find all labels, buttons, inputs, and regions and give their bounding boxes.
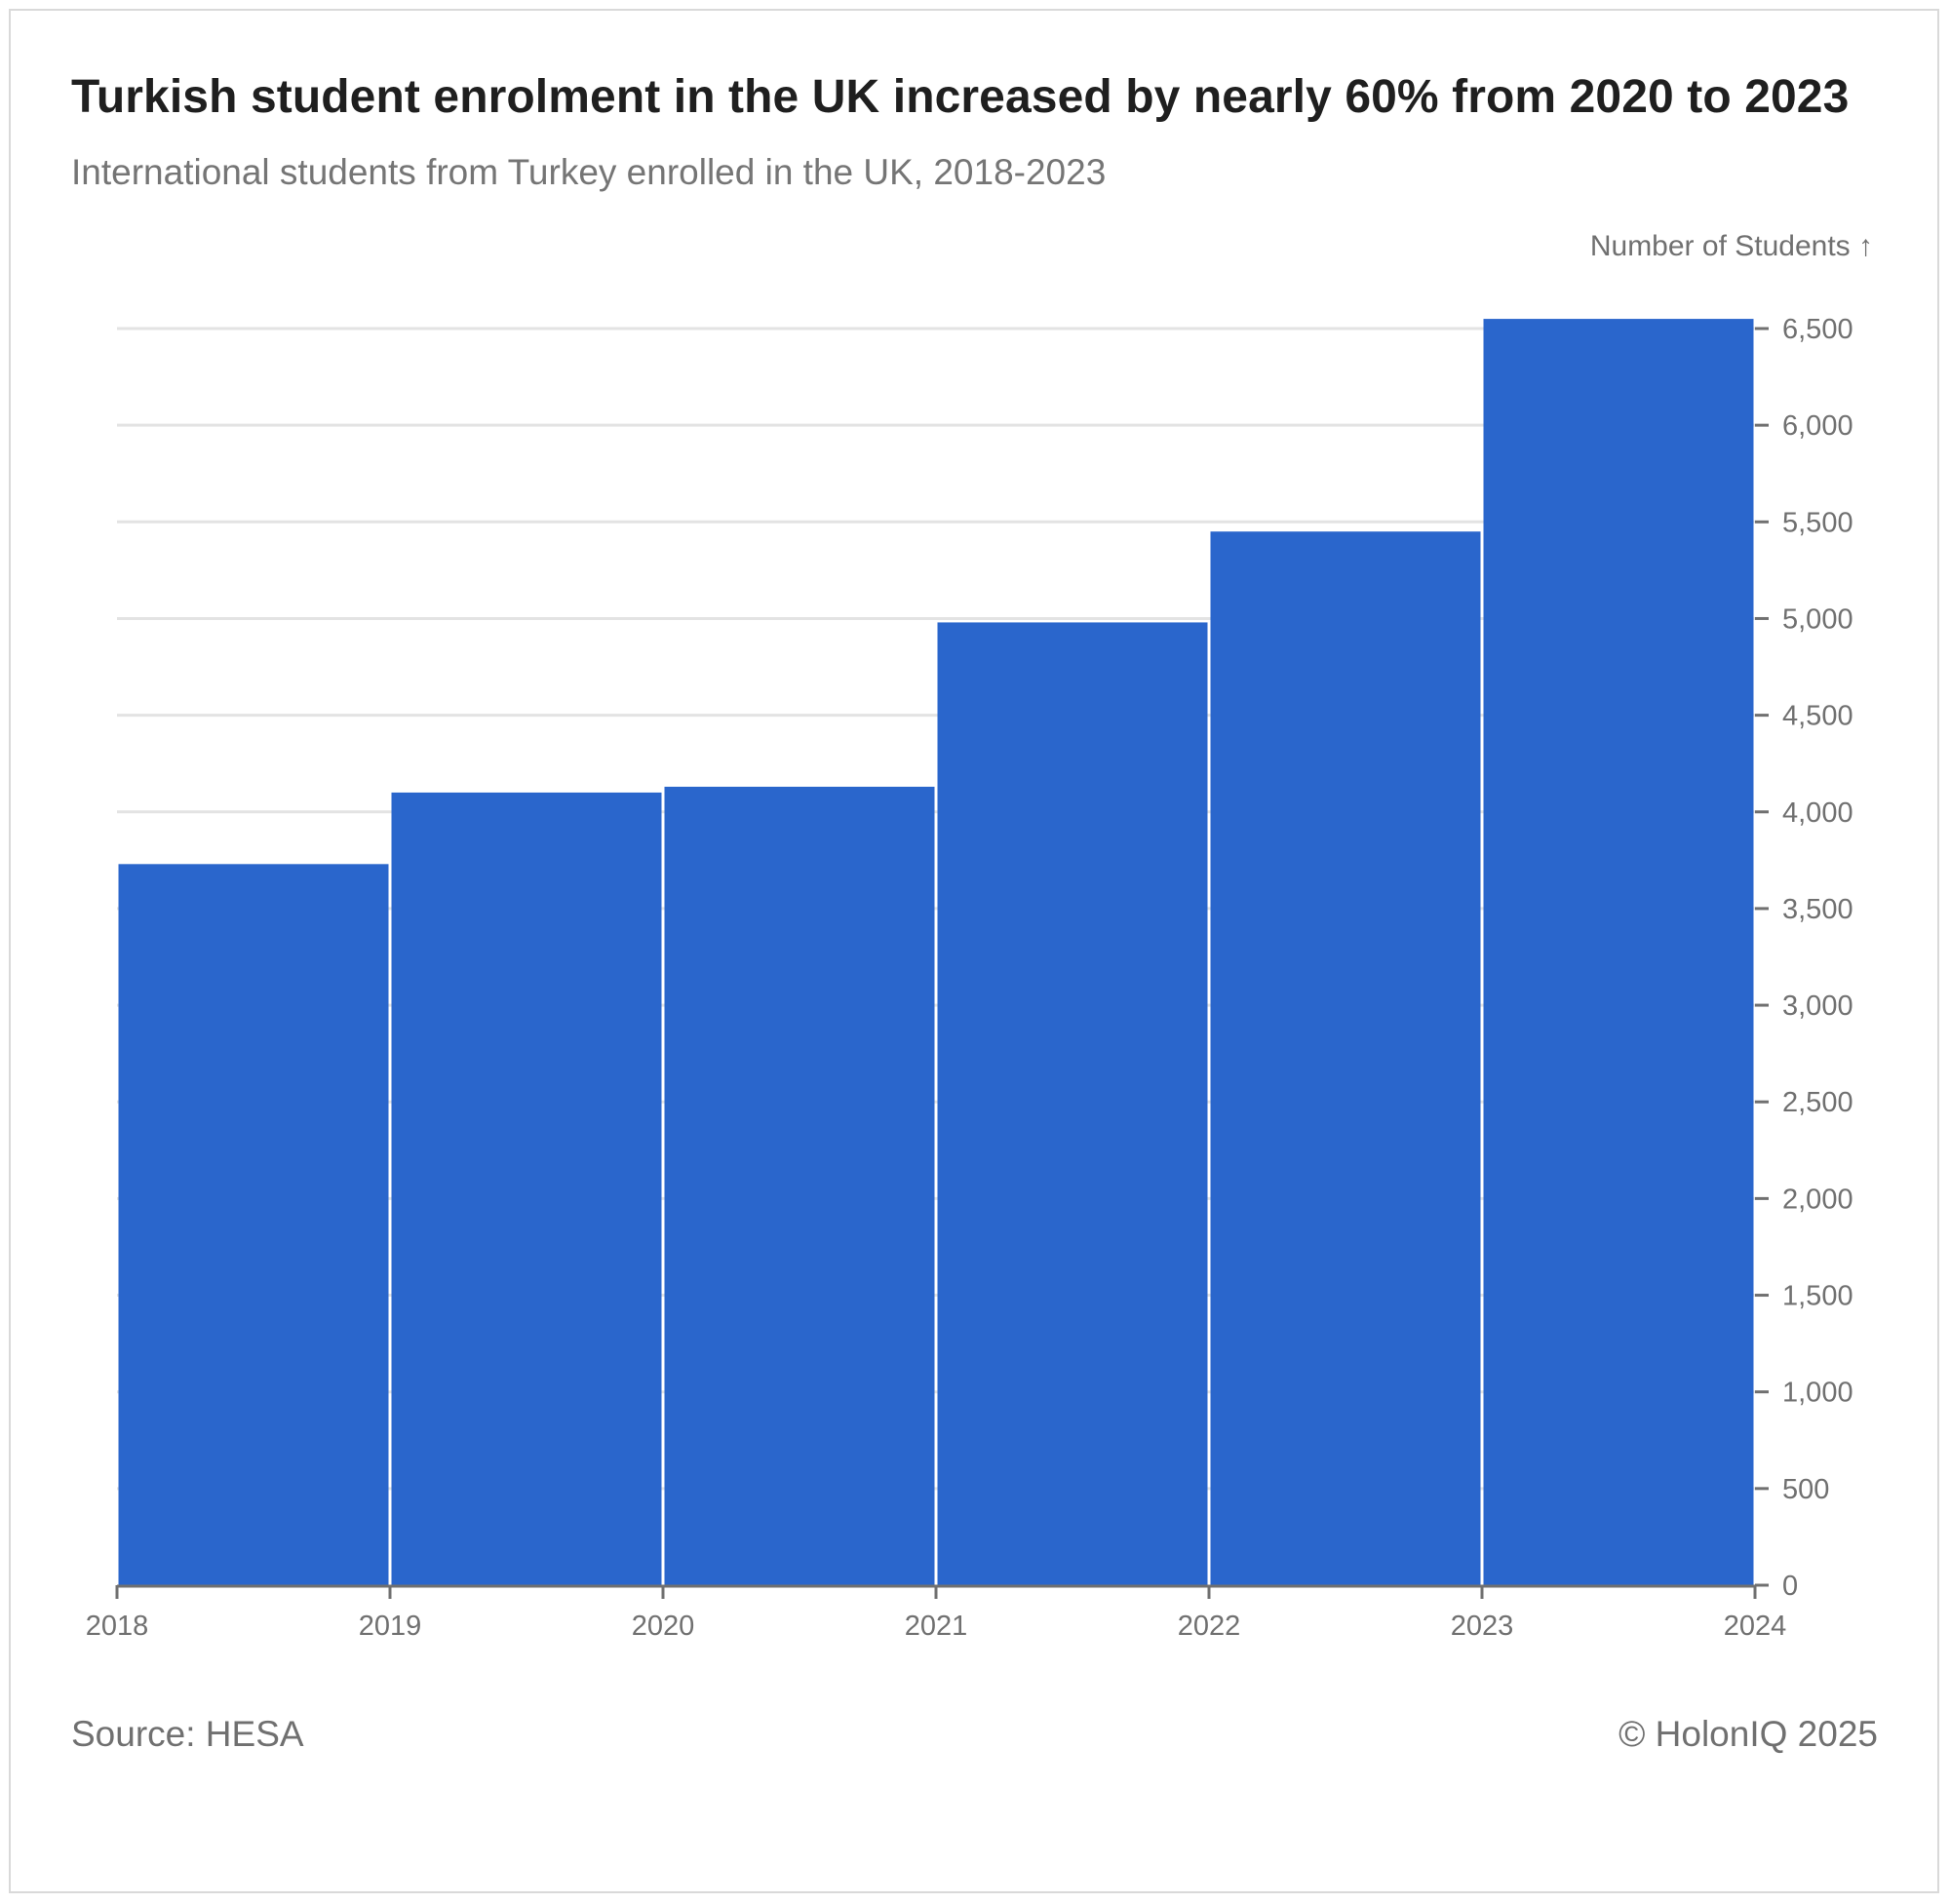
x-tick-label: 2021 <box>905 1611 968 1642</box>
y-tick-label: 3,000 <box>1782 991 1853 1022</box>
y-tick-label: 0 <box>1782 1571 1798 1602</box>
source-note: Source: HESA <box>71 1714 304 1754</box>
bar-2021 <box>937 622 1208 1585</box>
y-tick-label: 500 <box>1782 1474 1829 1505</box>
bar-2022 <box>1210 531 1481 1585</box>
y-axis-label: Number of Students ↑ <box>1589 230 1873 262</box>
y-tick-label: 6,000 <box>1782 410 1853 442</box>
copyright-note: © HolonIQ 2025 <box>1618 1714 1878 1754</box>
x-tick-label: 2020 <box>632 1611 695 1642</box>
bar-2020 <box>664 786 935 1585</box>
y-tick-label: 3,500 <box>1782 894 1853 925</box>
x-tick-label: 2019 <box>359 1611 422 1642</box>
y-tick-label: 6,500 <box>1782 314 1853 345</box>
x-tick-label: 2024 <box>1724 1611 1787 1642</box>
y-tick-label: 1,500 <box>1782 1281 1853 1312</box>
y-tick-label: 4,000 <box>1782 797 1853 829</box>
x-tick-label: 2023 <box>1451 1611 1514 1642</box>
x-tick-label: 2018 <box>86 1611 149 1642</box>
y-tick-label: 1,000 <box>1782 1378 1853 1409</box>
y-tick-label: 5,000 <box>1782 603 1853 635</box>
y-tick-label: 2,000 <box>1782 1184 1853 1215</box>
chart-subtitle: International students from Turkey enrol… <box>71 152 1107 192</box>
x-tick-label: 2022 <box>1178 1611 1241 1642</box>
y-tick-label: 2,500 <box>1782 1087 1853 1118</box>
bar-2023 <box>1483 319 1754 1586</box>
bar-2019 <box>391 792 662 1585</box>
bar-2018 <box>118 864 389 1585</box>
chart-title: Turkish student enrolment in the UK incr… <box>71 71 1850 123</box>
y-tick-label: 5,500 <box>1782 507 1853 538</box>
y-tick-label: 4,500 <box>1782 701 1853 732</box>
